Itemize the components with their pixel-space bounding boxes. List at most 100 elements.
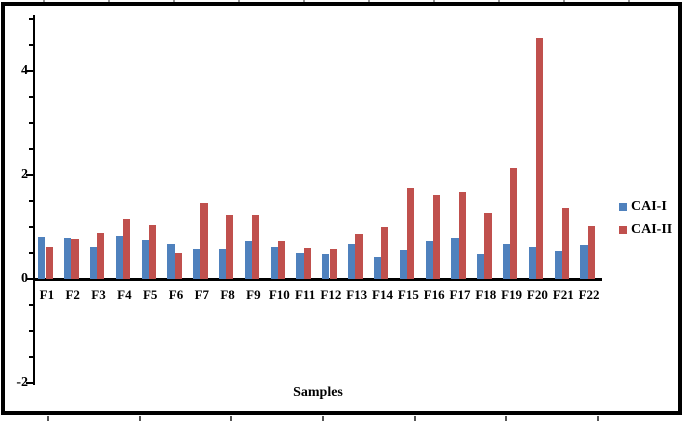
category-label: F5 — [142, 287, 158, 302]
bar-cai-i — [399, 250, 407, 279]
bar-cai-i — [554, 250, 562, 279]
y-minor-tick — [29, 252, 33, 254]
bar-cai-ii — [484, 213, 492, 279]
top-edge-tick — [303, 0, 305, 2]
category-label: F11 — [294, 287, 316, 302]
x-axis-title: Samples — [293, 385, 343, 400]
legend-swatch-cai-ii — [619, 225, 627, 234]
chart-frame — [1, 2, 682, 415]
category-label: F14 — [372, 287, 393, 302]
top-edge-tick — [628, 0, 630, 2]
bar-cai-i — [451, 238, 459, 279]
category-label: F16 — [423, 287, 445, 302]
bar-cai-ii — [510, 167, 518, 279]
category-label: F10 — [268, 287, 290, 302]
bar-cai-ii — [97, 233, 105, 279]
y-axis-line — [33, 15, 35, 385]
bar-cai-ii — [123, 219, 131, 279]
bar-cai-i — [580, 244, 588, 279]
top-edge-tick — [563, 0, 565, 2]
y-minor-tick — [29, 148, 33, 150]
category-label: F9 — [246, 287, 261, 302]
bar-cai-ii — [355, 233, 363, 279]
top-edge-tick — [368, 0, 370, 2]
bar-cai-i — [141, 239, 149, 279]
bar-cai-i — [64, 237, 72, 279]
legend-swatch-cai-i — [619, 202, 627, 211]
y-minor-tick — [29, 200, 33, 202]
bar-cai-i — [528, 246, 536, 279]
top-edge-tick — [238, 0, 240, 2]
bar-cai-ii — [252, 215, 260, 279]
category-label: F12 — [320, 287, 342, 302]
bar-cai-ii — [407, 188, 415, 279]
bar-cai-i — [38, 237, 46, 279]
bar-cai-i — [193, 248, 201, 279]
top-edge-tick — [173, 0, 175, 2]
y-minor-tick — [29, 18, 33, 20]
bar-cai-ii — [432, 195, 441, 279]
bar-cai-i — [167, 243, 175, 279]
bar-cai-i — [115, 235, 123, 279]
y-major-tick — [26, 278, 33, 280]
category-label: F15 — [397, 287, 419, 302]
category-label: F19 — [501, 287, 523, 302]
bottom-edge-tick — [414, 416, 416, 421]
y-tick-label: 2 — [21, 167, 28, 182]
y-major-tick — [26, 174, 33, 176]
y-minor-tick — [29, 122, 33, 124]
y-minor-tick — [29, 96, 33, 98]
category-label: F17 — [449, 287, 471, 302]
category-label: F4 — [117, 287, 132, 302]
bar-cai-i — [89, 246, 98, 279]
bar-cai-ii — [45, 247, 53, 279]
category-label: F21 — [552, 287, 574, 302]
x-axis-line — [33, 278, 602, 281]
bar-cai-ii — [71, 239, 79, 279]
category-label: F6 — [168, 287, 184, 302]
y-minor-tick — [29, 226, 33, 228]
bar-cai-ii — [200, 203, 208, 279]
category-label: F13 — [346, 287, 368, 302]
bar-cai-ii — [329, 248, 337, 279]
y-tick-label: -2 — [16, 375, 28, 390]
legend-label: CAI-I — [631, 198, 667, 214]
category-label: F3 — [91, 287, 106, 302]
category-label: F22 — [578, 287, 600, 302]
bar-cai-ii — [536, 37, 544, 279]
bar-cai-i — [270, 246, 278, 279]
top-edge-tick — [108, 0, 110, 2]
bar-cai-ii — [174, 252, 182, 279]
bar-cai-i — [244, 241, 252, 279]
category-label: F20 — [526, 287, 548, 302]
bottom-edge-tick — [139, 416, 141, 421]
top-edge-tick — [498, 0, 500, 2]
bar-cai-ii — [561, 208, 570, 279]
bar-cai-ii — [381, 227, 389, 279]
legend-label: CAI-II — [631, 221, 673, 237]
bar-cai-i — [296, 253, 304, 279]
bar-cai-i — [502, 243, 511, 279]
top-edge-tick — [433, 0, 435, 2]
bar-cai-ii — [226, 215, 234, 279]
bar-cai-i — [218, 248, 227, 279]
bar-cai-i — [322, 254, 330, 279]
bar-cai-i — [348, 243, 356, 279]
y-tick-label: 0 — [21, 271, 28, 286]
y-minor-tick — [29, 304, 33, 306]
category-label: F18 — [475, 287, 497, 302]
bar-cai-ii — [277, 241, 286, 279]
bar-cai-ii — [587, 226, 595, 279]
bottom-edge-tick — [505, 416, 507, 421]
y-major-tick — [26, 382, 33, 384]
category-label: F8 — [220, 287, 235, 302]
y-minor-tick — [29, 356, 33, 358]
y-tick-label: 4 — [21, 63, 28, 78]
legend: CAI-I CAI-II — [619, 195, 672, 241]
bar-cai-ii — [458, 192, 466, 279]
category-label: F1 — [39, 287, 55, 302]
bottom-edge-tick — [322, 416, 324, 421]
bar-cai-i — [373, 257, 382, 279]
bottom-edge-tick — [597, 416, 599, 421]
